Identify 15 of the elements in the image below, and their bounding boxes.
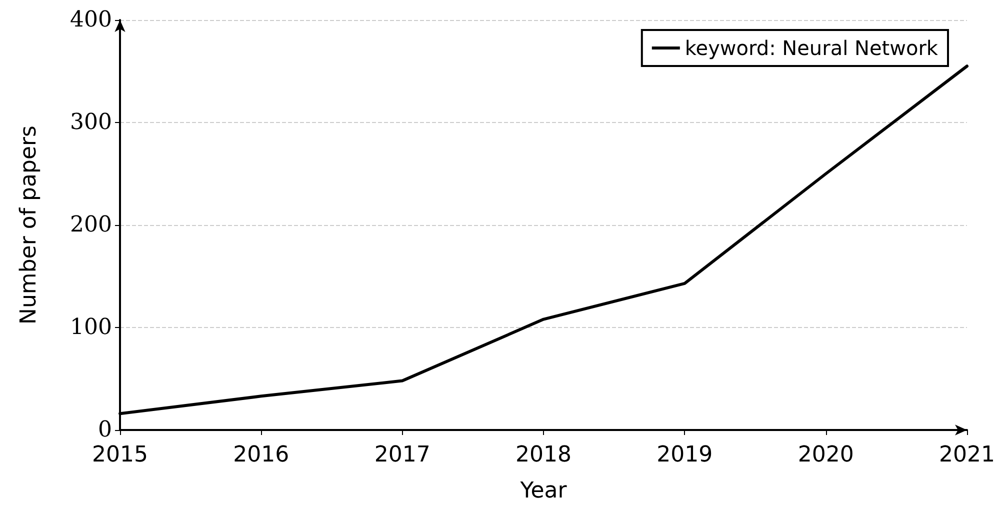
x-tick-label: 2016 — [233, 442, 290, 468]
x-tick-label: 2015 — [92, 442, 148, 468]
x-tick-label: 2020 — [798, 442, 854, 468]
legend-label: keyword: Neural Network — [684, 36, 938, 60]
y-tick-label: 0 — [98, 418, 112, 442]
y-axis-title: Number of papers — [16, 125, 42, 325]
x-tick-label: 2021 — [939, 442, 995, 468]
x-tick-label: 2019 — [656, 442, 713, 468]
y-tick-label: 100 — [70, 315, 112, 340]
x-axis-title: Year — [519, 478, 568, 504]
x-tick-label: 2017 — [374, 442, 430, 468]
y-tick-label: 400 — [70, 8, 112, 32]
x-tick-label: 2018 — [516, 442, 572, 468]
y-tick-label: 300 — [70, 110, 112, 135]
y-tick-label: 200 — [70, 212, 112, 238]
